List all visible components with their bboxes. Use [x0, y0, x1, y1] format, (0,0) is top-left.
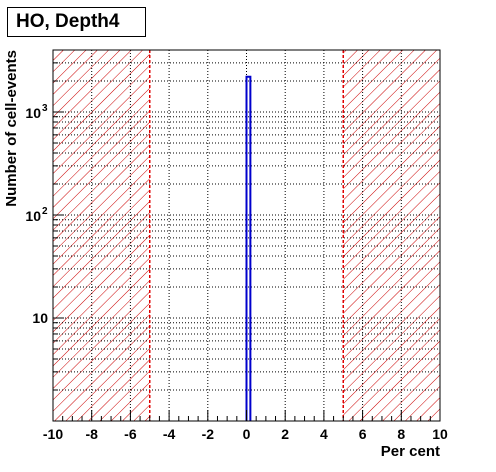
x-tick-label: -4 — [163, 426, 176, 442]
axis-ticks — [52, 49, 441, 422]
x-tick-label: 8 — [397, 426, 405, 442]
excluded-region-1 — [53, 50, 150, 421]
x-tick-label: 2 — [281, 426, 289, 442]
y-tick-label-exponent: 2 — [42, 206, 48, 217]
threshold-lines — [149, 50, 344, 421]
x-tick-label: -8 — [85, 426, 98, 442]
x-tick-label: -2 — [202, 426, 215, 442]
chart-title: HO, Depth4 — [7, 7, 146, 37]
x-tick-label: -6 — [124, 426, 137, 442]
y-axis-title: Number of cell-events — [3, 50, 20, 207]
excluded-region-2 — [343, 50, 440, 421]
x-tick-label: 0 — [243, 426, 251, 442]
y-tick-label: 10 — [25, 105, 41, 121]
y-tick-label: 10 — [25, 208, 41, 224]
x-axis-title: Per cent — [381, 443, 440, 460]
x-tick-label: -10 — [43, 426, 63, 442]
x-tick-label: 6 — [359, 426, 367, 442]
x-tick-label: 10 — [432, 426, 448, 442]
x-tick-label: 4 — [320, 426, 328, 442]
histogram-bars — [245, 75, 252, 421]
histogram-bar — [245, 75, 252, 421]
y-tick-label: 10 — [32, 310, 48, 326]
y-tick-label-exponent: 3 — [42, 103, 48, 114]
